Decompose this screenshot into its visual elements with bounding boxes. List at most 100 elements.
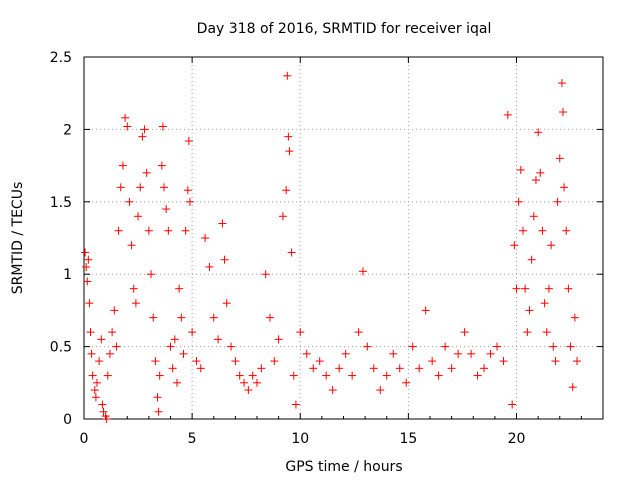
data-point bbox=[289, 371, 298, 380]
data-point bbox=[441, 342, 450, 351]
data-point bbox=[467, 349, 476, 358]
data-point bbox=[560, 183, 569, 192]
y-tick-label: 0 bbox=[63, 412, 72, 428]
data-point bbox=[558, 108, 567, 117]
data-point bbox=[244, 386, 253, 395]
data-point bbox=[447, 364, 456, 373]
data-point bbox=[121, 113, 130, 122]
y-tick-label: 1.5 bbox=[50, 195, 72, 211]
data-point bbox=[196, 364, 205, 373]
data-point bbox=[402, 378, 411, 387]
data-point bbox=[142, 168, 151, 177]
data-point bbox=[570, 313, 579, 322]
y-tick-label: 1 bbox=[63, 267, 72, 283]
data-point bbox=[147, 270, 156, 279]
data-point bbox=[369, 364, 378, 373]
data-point bbox=[265, 313, 274, 322]
data-point bbox=[162, 205, 171, 214]
data-point bbox=[434, 371, 443, 380]
data-point bbox=[544, 284, 553, 293]
chart-title: Day 318 of 2016, SRMTID for receiver iqa… bbox=[197, 21, 492, 37]
data-point bbox=[415, 364, 424, 373]
data-point bbox=[220, 255, 229, 264]
data-point bbox=[542, 328, 551, 337]
data-point bbox=[480, 364, 489, 373]
x-tick-label: 20 bbox=[508, 431, 526, 447]
data-point bbox=[270, 357, 279, 366]
data-point bbox=[302, 349, 311, 358]
data-point bbox=[175, 284, 184, 293]
data-point bbox=[568, 383, 577, 392]
data-point bbox=[354, 328, 363, 337]
data-point bbox=[309, 364, 318, 373]
data-point bbox=[573, 357, 582, 366]
data-point bbox=[363, 342, 372, 351]
data-point bbox=[179, 349, 188, 358]
data-point bbox=[149, 313, 158, 322]
data-point bbox=[493, 342, 502, 351]
data-point bbox=[335, 364, 344, 373]
y-tick-label: 2.5 bbox=[50, 50, 72, 66]
data-point bbox=[516, 165, 525, 174]
data-point bbox=[134, 212, 143, 221]
data-point bbox=[227, 342, 236, 351]
data-point bbox=[160, 183, 169, 192]
data-points bbox=[81, 71, 582, 423]
data-point bbox=[291, 400, 300, 409]
data-point bbox=[551, 357, 560, 366]
x-tick-label: 15 bbox=[399, 431, 417, 447]
data-point bbox=[172, 378, 181, 387]
data-point bbox=[527, 255, 536, 264]
data-point bbox=[205, 262, 214, 271]
data-point bbox=[547, 241, 556, 250]
data-point bbox=[87, 349, 96, 358]
data-point bbox=[144, 226, 153, 235]
data-point bbox=[566, 342, 575, 351]
data-point bbox=[454, 349, 463, 358]
data-point bbox=[531, 176, 540, 185]
data-point bbox=[510, 241, 519, 250]
data-point bbox=[81, 248, 90, 257]
data-point bbox=[168, 364, 177, 373]
data-point bbox=[127, 241, 136, 250]
plot-frame bbox=[83, 56, 604, 420]
data-point bbox=[166, 342, 175, 351]
data-point bbox=[231, 357, 240, 366]
data-point bbox=[83, 277, 92, 286]
data-point bbox=[123, 122, 132, 131]
data-point bbox=[555, 154, 564, 163]
data-point bbox=[183, 186, 192, 195]
data-point bbox=[395, 364, 404, 373]
x-tick-label: 0 bbox=[80, 431, 89, 447]
data-point bbox=[521, 284, 530, 293]
data-point bbox=[116, 183, 125, 192]
data-point bbox=[91, 393, 100, 402]
data-point bbox=[536, 168, 545, 177]
data-point bbox=[322, 371, 331, 380]
data-point bbox=[235, 371, 244, 380]
data-point bbox=[564, 284, 573, 293]
data-point bbox=[512, 284, 521, 293]
data-point bbox=[473, 371, 482, 380]
data-point bbox=[296, 328, 305, 337]
data-point bbox=[287, 248, 296, 257]
data-point bbox=[278, 212, 287, 221]
data-point bbox=[90, 386, 99, 395]
data-point bbox=[282, 186, 291, 195]
ticks-layer: 0 0.5 1 1.5 2 2.5 0 5 10 15 20 bbox=[50, 50, 603, 447]
data-point bbox=[108, 328, 117, 337]
data-point bbox=[181, 226, 190, 235]
data-point bbox=[421, 306, 430, 315]
data-point bbox=[170, 335, 179, 344]
data-point bbox=[164, 226, 173, 235]
data-point bbox=[529, 212, 538, 221]
data-point bbox=[341, 349, 350, 358]
data-point bbox=[129, 284, 138, 293]
data-point bbox=[158, 122, 167, 131]
data-point bbox=[218, 219, 227, 228]
data-point bbox=[376, 386, 385, 395]
data-point bbox=[348, 371, 357, 380]
data-point bbox=[114, 226, 123, 235]
data-point bbox=[518, 226, 527, 235]
